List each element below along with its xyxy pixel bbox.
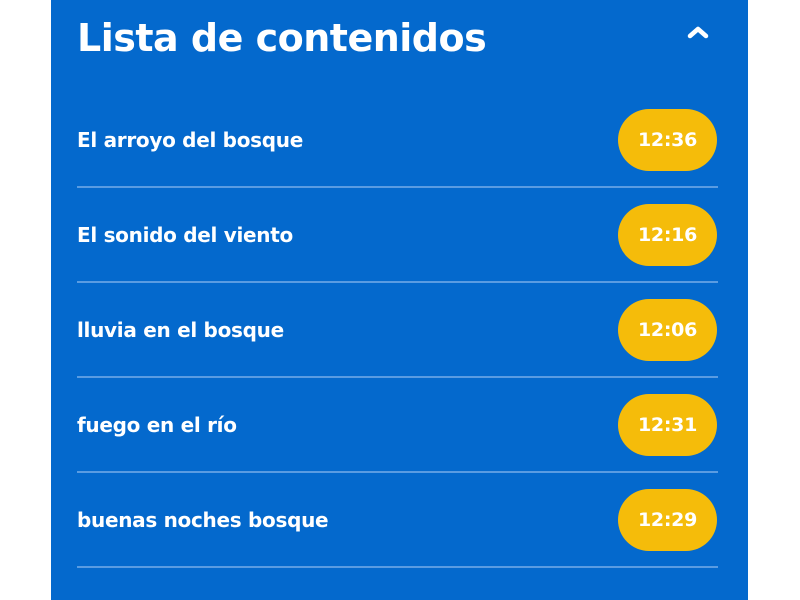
divider <box>77 376 718 378</box>
list-item[interactable]: El arroyo del bosque 12:36 <box>51 93 748 188</box>
item-title: fuego en el río <box>77 413 237 437</box>
duration-badge: 12:29 <box>618 489 717 551</box>
list-item[interactable]: lluvia en el bosque 12:06 <box>51 283 748 378</box>
panel-header: Lista de contenidos <box>51 0 748 80</box>
collapse-button[interactable] <box>680 16 716 48</box>
duration-badge: 12:16 <box>618 204 717 266</box>
divider <box>77 566 718 568</box>
item-title: lluvia en el bosque <box>77 318 284 342</box>
divider <box>77 471 718 473</box>
panel-title: Lista de contenidos <box>77 16 487 60</box>
divider <box>77 281 718 283</box>
chevron-up-icon <box>687 26 709 39</box>
duration-badge: 12:31 <box>618 394 717 456</box>
content-list-panel: Lista de contenidos El arroyo del bosque… <box>51 0 748 600</box>
list-item[interactable]: fuego en el río 12:31 <box>51 378 748 473</box>
item-title: El arroyo del bosque <box>77 128 303 152</box>
duration-badge: 12:06 <box>618 299 717 361</box>
list-item[interactable]: El sonido del viento 12:16 <box>51 188 748 283</box>
item-title: buenas noches bosque <box>77 508 329 532</box>
content-list: El arroyo del bosque 12:36 El sonido del… <box>51 93 748 568</box>
item-title: El sonido del viento <box>77 223 293 247</box>
divider <box>77 186 718 188</box>
duration-badge: 12:36 <box>618 109 717 171</box>
list-item[interactable]: buenas noches bosque 12:29 <box>51 473 748 568</box>
